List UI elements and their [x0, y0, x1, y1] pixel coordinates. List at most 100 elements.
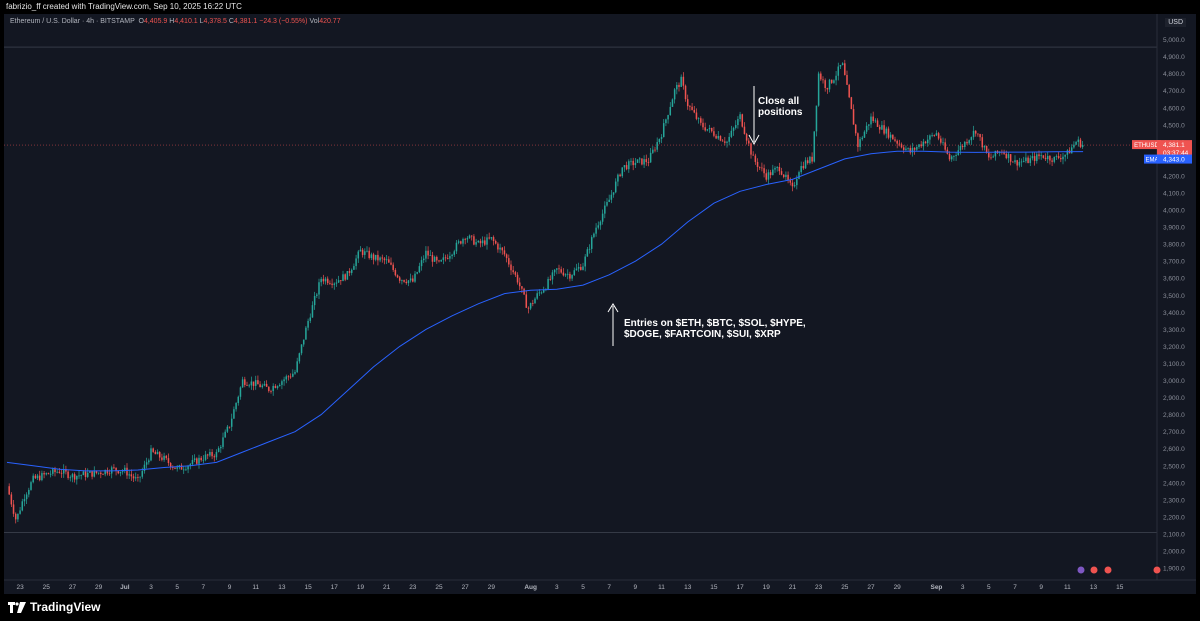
y-tick-label: 3,300.0 [1163, 327, 1185, 334]
candle-body [913, 147, 916, 150]
candle-body [769, 172, 772, 176]
candle-body [721, 140, 724, 142]
candle-body [800, 166, 802, 173]
legend-low: 4,378.5 [203, 18, 227, 25]
candle-body [412, 278, 414, 282]
tradingview-logo[interactable]: TradingView [8, 600, 100, 614]
x-tick-label: 23 [815, 584, 823, 591]
candle-body [296, 361, 298, 373]
candle-body [953, 156, 955, 157]
candle-body [874, 120, 877, 122]
candle-body [813, 131, 816, 162]
candle-body [233, 409, 235, 419]
candle-body [200, 457, 202, 461]
candle-body [503, 250, 506, 255]
candle-body [571, 275, 573, 279]
candle-body [857, 133, 859, 148]
candle-body [1062, 156, 1064, 160]
candle-body [93, 470, 96, 477]
candle-body [652, 149, 654, 153]
candle-body [134, 477, 137, 479]
candle-body [1022, 161, 1025, 162]
candle-body [95, 470, 98, 473]
x-tick-label: 13 [1090, 584, 1098, 591]
candle-body [656, 142, 658, 150]
candle-body [645, 159, 648, 163]
candle-body [839, 64, 842, 67]
annotation-close-line-2: positions [758, 107, 803, 118]
candle-body [370, 254, 373, 259]
candle-body [65, 469, 67, 472]
candle-body [481, 240, 484, 244]
candle-body [150, 448, 152, 461]
candle-body [606, 202, 608, 206]
candle-body [990, 157, 992, 159]
candle-body [158, 452, 161, 458]
candle-body [152, 448, 154, 452]
candle-body [612, 192, 615, 195]
candle-body [1040, 155, 1042, 157]
currency-badge[interactable]: USD [1165, 18, 1186, 27]
y-tick-label: 2,600.0 [1163, 446, 1185, 453]
candle-body [569, 273, 571, 279]
price-chart[interactable]: 1,900.0 2,000.0 2,100.0 2,200.0 2,300.0 2,400… [4, 14, 1196, 594]
chart-panel[interactable]: 1,900.0 2,000.0 2,100.0 2,200.0 2,300.0 2,400… [4, 14, 1196, 594]
candle-body [12, 504, 15, 514]
candle-body [848, 84, 850, 98]
candle-body [52, 469, 54, 474]
candle-body [737, 119, 739, 126]
candle-body [538, 292, 541, 294]
candle-body [974, 130, 977, 134]
y-tick-label: 2,700.0 [1163, 429, 1185, 436]
x-tick-label: 29 [95, 584, 103, 591]
y-tick-label: 5,000.0 [1163, 37, 1185, 44]
x-tick-label: 29 [894, 584, 902, 591]
candle-body [992, 156, 994, 158]
candle-body [14, 513, 17, 520]
candle-body [1025, 157, 1027, 162]
candle-body [706, 129, 709, 131]
candle-body [361, 249, 364, 255]
candle-body [398, 277, 401, 281]
candle-body [403, 280, 405, 282]
candle-body [226, 426, 229, 432]
candle-body [300, 344, 303, 354]
candle-body [525, 294, 528, 308]
candle-body [859, 139, 861, 148]
candle-body [427, 250, 429, 256]
x-tick-label: 3 [961, 584, 965, 591]
candle-body [658, 138, 661, 143]
candle-body [344, 274, 346, 280]
candle-body [453, 251, 456, 255]
candle-body [628, 161, 630, 170]
ohlc-legend: Ethereum / U.S. Dollar · 4h · BITSTAMP O… [10, 18, 341, 25]
candle-body [104, 469, 106, 475]
candle-body [117, 470, 120, 474]
entry-arrow-head [607, 303, 619, 313]
candle-body [505, 254, 508, 259]
candle-body [333, 283, 336, 285]
candle-body [826, 88, 829, 90]
candle-body [562, 272, 565, 276]
candle-body [793, 185, 796, 187]
candle-body [1055, 156, 1058, 157]
candle-body [1009, 154, 1012, 162]
candle-body [484, 240, 486, 245]
candle-body [889, 134, 892, 138]
candle-body [765, 173, 768, 180]
candle-body [850, 97, 853, 110]
candle-body [632, 160, 634, 166]
candle-body [776, 166, 778, 168]
candle-body [302, 339, 305, 345]
candle-body [1005, 153, 1008, 159]
candle-body [494, 240, 497, 244]
candle-body [614, 181, 617, 193]
candle-body [429, 255, 432, 256]
candle-body [804, 160, 807, 169]
candle-body [961, 146, 964, 148]
candle-body [154, 451, 157, 455]
candle-body [638, 158, 641, 160]
candle-body [69, 477, 72, 479]
candle-body [305, 327, 307, 340]
candle-body [254, 380, 257, 386]
